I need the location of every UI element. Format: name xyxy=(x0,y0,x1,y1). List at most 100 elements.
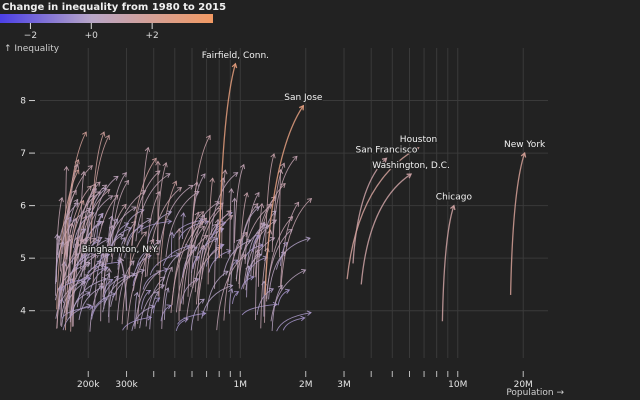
labeled-metro-arrow-head xyxy=(381,157,388,163)
metro-arrow xyxy=(270,269,306,322)
metro-arrow-head xyxy=(200,244,206,250)
metro-arrow xyxy=(228,288,233,314)
metro-arrow xyxy=(182,225,205,305)
metro-arrow xyxy=(109,227,132,253)
metro-arrow-head xyxy=(300,315,306,322)
metro-arrow-head xyxy=(96,260,102,266)
metro-arrow xyxy=(260,247,269,329)
metro-arrow-head xyxy=(108,278,114,284)
metro-arrow-head xyxy=(167,266,173,272)
metro-arrow-head xyxy=(150,246,156,252)
metro-arrow-head xyxy=(268,287,275,293)
metro-arrow-head xyxy=(228,188,234,194)
metro-arrow xyxy=(251,235,260,252)
metro-arrow-head xyxy=(233,172,239,177)
y-tick-label: 6 xyxy=(20,202,26,212)
metro-arrow-head xyxy=(205,134,211,141)
metro-arrow xyxy=(252,196,276,279)
metro-arrow-head xyxy=(105,134,110,140)
metro-arrow xyxy=(70,291,90,317)
metro-arrow-head xyxy=(89,194,95,200)
labeled-metro-arrow-head xyxy=(231,62,238,69)
metro-arrow-head xyxy=(129,260,135,266)
metro-arrow xyxy=(135,173,171,242)
metro-arrow-head xyxy=(126,226,133,232)
metro-arrow xyxy=(246,223,266,265)
metro-arrow-head xyxy=(100,131,106,137)
labeled-metro-arrow xyxy=(352,157,387,264)
metro-arrow xyxy=(175,235,208,313)
metro-arrow xyxy=(122,209,145,237)
metro-arrow-head xyxy=(155,190,161,197)
metro-arrow xyxy=(201,284,233,319)
metro-arrow xyxy=(178,220,209,241)
metro-arrow xyxy=(257,203,263,287)
metro-arrow xyxy=(235,224,270,280)
metro-arrow-head xyxy=(306,197,313,203)
metro-arrow xyxy=(115,221,136,301)
labeled-metro-arrow xyxy=(218,63,237,259)
metro-arrow xyxy=(142,268,168,290)
metro-arrow xyxy=(152,297,160,314)
metro-arrow xyxy=(179,217,207,312)
metro-arrow xyxy=(102,275,127,300)
metro-arrow xyxy=(279,169,282,258)
metro-arrow xyxy=(170,221,204,313)
metro-arrow-head xyxy=(145,289,152,295)
metro-arrow-head xyxy=(277,284,283,290)
metro-arrow xyxy=(116,260,135,321)
metro-arrow-head xyxy=(91,237,97,243)
metro-arrow-head xyxy=(305,236,311,242)
labeled-metro-arrow xyxy=(119,257,128,311)
metro-arrow xyxy=(111,222,129,249)
labeled-metro-arrow-head xyxy=(520,151,527,158)
labeled-metro-arrow-head xyxy=(298,104,305,111)
labeled-metro-arrow-head xyxy=(413,146,420,153)
metro-arrow xyxy=(54,242,64,284)
metro-arrow-head xyxy=(287,228,293,234)
metro-arrow-head xyxy=(97,247,103,253)
metro-arrow-head xyxy=(66,216,72,222)
metro-arrow-head xyxy=(270,196,277,202)
metro-arrow-head xyxy=(73,198,79,204)
metro-arrow-head xyxy=(154,290,159,297)
metro-arrow xyxy=(192,238,218,269)
metro-arrow-head xyxy=(85,291,91,297)
metro-arrow xyxy=(215,227,222,262)
metro-arrow xyxy=(103,225,114,292)
legend-color-ramp xyxy=(0,14,213,23)
x-tick-label: 2M xyxy=(299,380,313,390)
arrow-layer xyxy=(54,62,527,332)
metro-arrow-head xyxy=(131,206,137,212)
metro-arrow-head xyxy=(221,221,227,227)
metro-arrow-head xyxy=(166,210,173,216)
metro-arrow xyxy=(271,163,285,253)
metro-arrow xyxy=(56,234,58,283)
metro-arrow-head xyxy=(228,283,234,290)
metro-arrow xyxy=(165,191,200,258)
metro-arrow-head xyxy=(258,202,265,208)
metro-arrow-head xyxy=(95,191,102,197)
metro-arrow-head xyxy=(270,153,276,159)
metro-arrow xyxy=(64,200,84,331)
metro-arrow xyxy=(261,210,277,256)
metro-arrow-head xyxy=(155,170,161,176)
metro-arrow xyxy=(66,237,97,320)
metro-label: Binghamton, N.Y. xyxy=(82,245,159,255)
labeled-metro-arrow xyxy=(264,105,304,295)
metro-arrow xyxy=(147,211,172,244)
metro-arrow-head xyxy=(72,217,78,223)
metro-arrow-head xyxy=(86,185,92,191)
metro-arrow-head xyxy=(139,268,146,274)
metro-arrow xyxy=(187,212,199,297)
metro-arrow xyxy=(280,202,299,287)
metro-arrow-head xyxy=(58,196,64,203)
metro-arrow-head xyxy=(130,272,136,278)
metro-arrow xyxy=(90,213,103,270)
metro-arrow xyxy=(75,248,94,270)
metro-arrow xyxy=(91,131,105,237)
metro-arrow xyxy=(138,220,172,234)
metro-arrow xyxy=(191,135,211,240)
metro-arrow-head xyxy=(166,304,172,310)
